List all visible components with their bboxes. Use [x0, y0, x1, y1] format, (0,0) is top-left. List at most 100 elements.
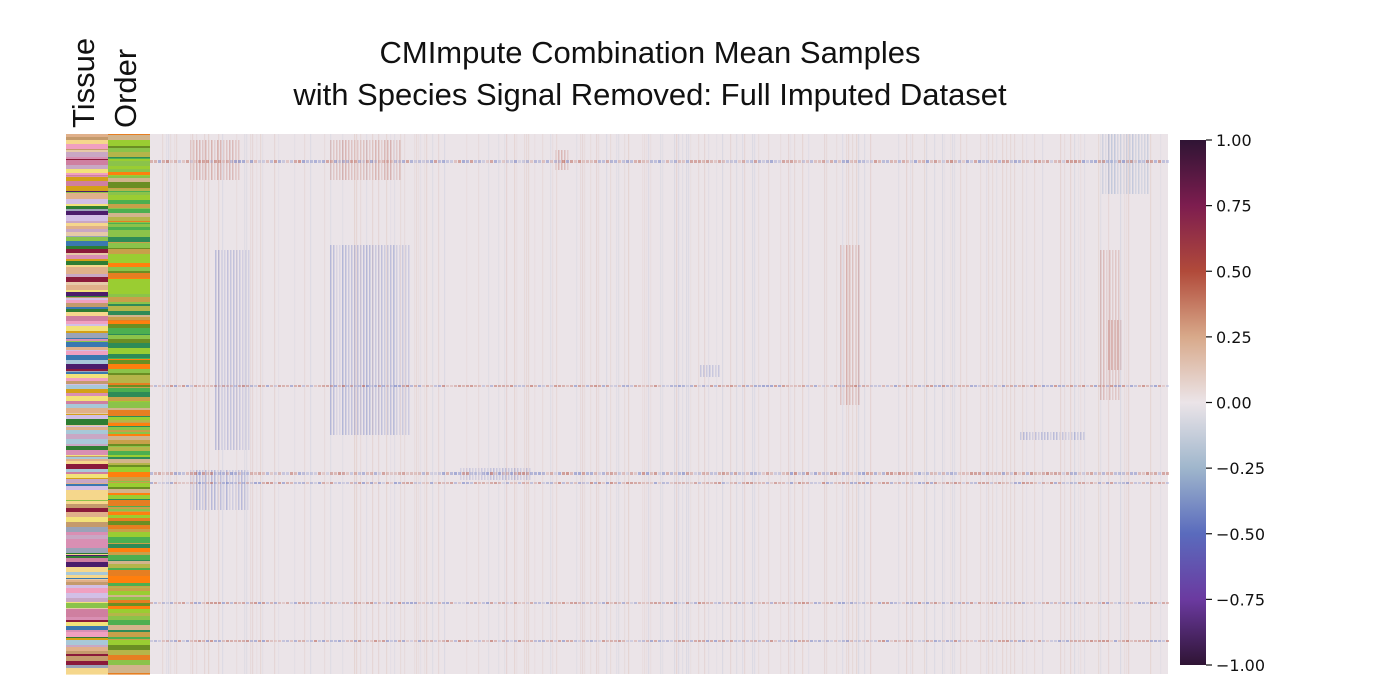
heatmap-row-band — [662, 160, 665, 163]
heatmap-row-band — [878, 640, 881, 642]
tissue-annotation-cell — [66, 232, 108, 237]
heatmap-negative-region — [226, 470, 228, 510]
heatmap-row-band — [966, 602, 969, 604]
heatmap-row-band — [218, 482, 221, 484]
heatmap-row-band — [1018, 640, 1021, 642]
heatmap-row-band — [1066, 160, 1069, 163]
heatmap-row-band — [1162, 385, 1165, 387]
heatmap-column-streak — [688, 134, 690, 674]
heatmap-negative-region — [1120, 134, 1122, 194]
heatmap-row-band — [358, 385, 361, 387]
heatmap-row-band — [694, 472, 697, 475]
heatmap-row-band — [482, 640, 485, 642]
heatmap-row-band — [1138, 385, 1141, 387]
heatmap-row-band — [1022, 482, 1025, 484]
heatmap-row-band — [398, 602, 401, 604]
heatmap-column-streak — [580, 134, 582, 674]
heatmap-row-band — [958, 640, 961, 642]
tissue-annotation-cell — [66, 420, 108, 426]
heatmap-column-streak — [808, 134, 810, 674]
heatmap-positive-region — [223, 140, 225, 180]
heatmap-row-band — [1046, 602, 1049, 604]
heatmap-row-band — [890, 482, 893, 484]
heatmap-row-band — [490, 385, 493, 387]
heatmap-row-band — [158, 160, 161, 163]
heatmap-row-band — [594, 472, 597, 475]
heatmap-row-band — [782, 472, 785, 475]
heatmap-row-band — [306, 385, 309, 387]
heatmap-row-band — [262, 640, 265, 642]
order-annotation-cell — [108, 477, 150, 482]
heatmap-row-band — [634, 472, 637, 475]
heatmap-row-band — [678, 602, 681, 604]
heatmap-row-band — [258, 640, 261, 642]
order-annotation-cell — [108, 639, 150, 641]
heatmap-row-band — [502, 160, 505, 163]
heatmap-row-band — [1126, 385, 1129, 387]
heatmap-row-band — [206, 602, 209, 604]
heatmap-row-band — [830, 160, 833, 163]
heatmap-row-band — [1042, 472, 1045, 475]
heatmap-negative-region — [399, 245, 401, 435]
order-annotation-cell — [108, 392, 150, 398]
heatmap-row-band — [890, 602, 893, 604]
heatmap-row-band — [758, 160, 761, 163]
heatmap-row-band — [974, 160, 977, 163]
heatmap-row-band — [1094, 602, 1097, 604]
heatmap-column-streak — [1124, 134, 1126, 674]
heatmap-row-band — [1074, 482, 1077, 484]
heatmap-row-band — [286, 482, 289, 484]
heatmap-row-band — [702, 472, 705, 475]
heatmap-row-band — [174, 385, 177, 387]
heatmap-row-band — [642, 640, 645, 642]
tissue-annotation-cell — [66, 413, 108, 415]
order-annotation-cell — [108, 487, 150, 490]
heatmap-row-band — [326, 602, 329, 604]
order-annotation-cell — [108, 249, 150, 255]
heatmap-row-band — [1022, 160, 1025, 163]
heatmap-row-band — [670, 385, 673, 387]
heatmap-row-band — [1114, 385, 1117, 387]
heatmap-row-band — [982, 640, 985, 642]
heatmap-row-band — [178, 472, 181, 475]
heatmap-row-band — [234, 472, 237, 475]
heatmap-row-band — [1034, 160, 1037, 163]
heatmap-row-band — [1130, 482, 1133, 484]
heatmap-row-band — [990, 640, 993, 642]
heatmap-row-band — [770, 160, 773, 163]
heatmap-row-band — [482, 482, 485, 484]
heatmap-row-band — [650, 472, 653, 475]
tissue-annotation-cell — [66, 290, 108, 293]
heatmap-column-streak — [488, 134, 490, 674]
heatmap-row-band — [798, 482, 801, 484]
heatmap-row-band — [918, 472, 921, 475]
heatmap-row-band — [582, 160, 585, 163]
heatmap-row-band — [730, 160, 733, 163]
heatmap-row-band — [294, 482, 297, 484]
heatmap-row-band — [1162, 472, 1165, 475]
heatmap-row-band — [610, 602, 613, 604]
heatmap-column-streak — [390, 134, 392, 674]
heatmap-row-band — [630, 482, 633, 484]
heatmap-row-band — [318, 472, 321, 475]
heatmap-row-band — [806, 640, 809, 642]
heatmap-row-band — [718, 385, 721, 387]
heatmap-row-band — [322, 482, 325, 484]
heatmap-row-band — [358, 160, 361, 163]
heatmap-row-band — [494, 640, 497, 642]
heatmap-row-band — [406, 160, 409, 163]
heatmap-row-band — [934, 472, 937, 475]
colorbar-ticks: 1.000.750.500.250.00−0.25−0.50−0.75−1.00 — [1206, 131, 1265, 675]
heatmap-row-band — [242, 385, 245, 387]
heatmap-row-band — [154, 602, 157, 604]
heatmap-row-band — [630, 602, 633, 604]
heatmap-column-streak — [596, 134, 598, 674]
heatmap-row-band — [478, 472, 481, 475]
heatmap-row-band — [1090, 472, 1093, 475]
heatmap-row-band — [358, 640, 361, 642]
heatmap-row-band — [322, 160, 325, 163]
order-annotation-cell — [108, 324, 150, 329]
tissue-annotation-cell — [66, 668, 108, 673]
heatmap-row-band — [1118, 472, 1121, 475]
order-annotation-cell — [108, 500, 150, 504]
